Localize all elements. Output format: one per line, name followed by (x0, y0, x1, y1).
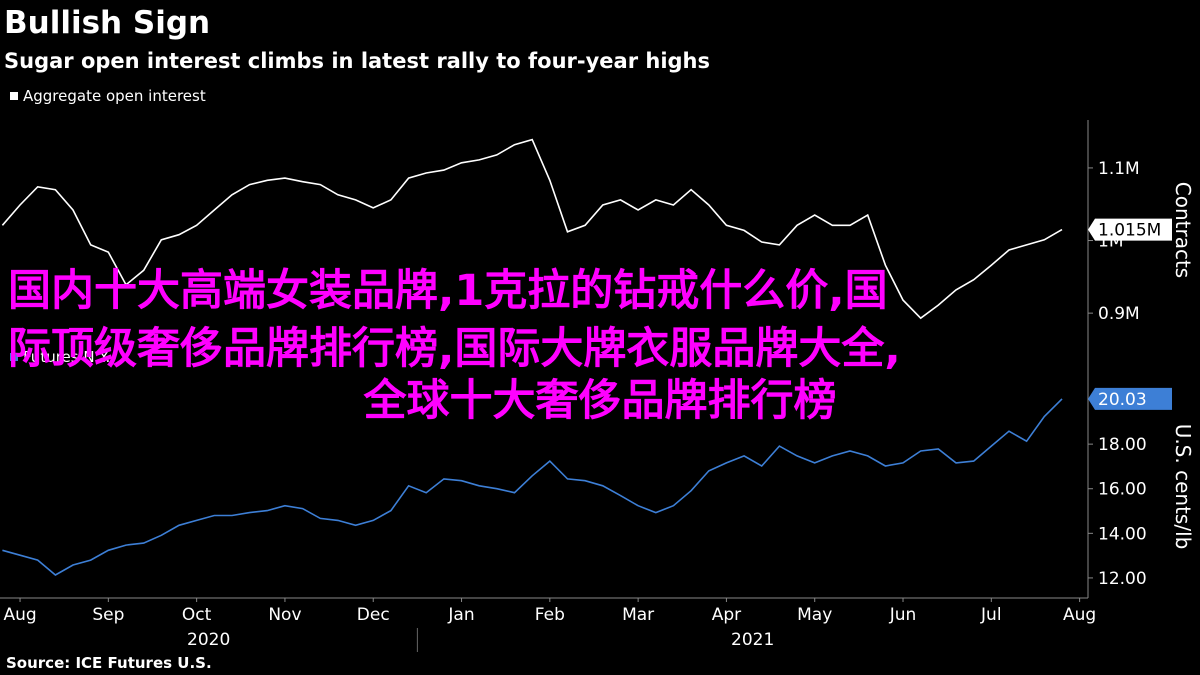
x-tick-label: Aug (3, 605, 36, 625)
x-tick-label: Nov (268, 605, 301, 625)
x-tick-label: Oct (182, 605, 212, 625)
x-tick-label: Jun (889, 605, 917, 625)
value-tag-label: 20.03 (1098, 390, 1147, 410)
y-axis-label: U.S. cents/lb (1171, 424, 1195, 550)
overlay-line: 际顶级奢侈品牌排行榜,国际大牌衣服品牌大全, (8, 324, 901, 374)
series-line (2, 398, 1063, 576)
subtitle: Sugar open interest climbs in latest ral… (4, 49, 710, 73)
legend-swatch (10, 92, 18, 100)
x-tick-label: Mar (622, 605, 654, 625)
x-tick-label: Jan (447, 605, 474, 625)
x-tick-label: Dec (357, 605, 390, 625)
year-label: 2020 (187, 630, 230, 650)
y-tick-label: 16.00 (1098, 480, 1147, 500)
legend-label: Futures N.Y. (23, 348, 110, 366)
title: Bullish Sign (4, 5, 210, 41)
legend-label: Aggregate open interest (23, 87, 206, 105)
y-tick-label: 1.1M (1098, 159, 1140, 179)
legend-swatch (10, 353, 18, 361)
year-label: 2021 (731, 630, 774, 650)
x-tick-label: Aug (1063, 605, 1096, 625)
overlay-line: 国内十大高端女装品牌,1克拉的钻戒什么价,国 (8, 266, 888, 316)
series-line (1, 138, 1063, 320)
y-tick-label: 14.00 (1098, 524, 1147, 544)
overlay-line: 全球十大奢侈品牌排行榜 (363, 376, 837, 426)
value-tag (1088, 218, 1172, 241)
x-tick-label: May (797, 605, 832, 625)
x-tick-label: Feb (535, 605, 565, 625)
y-axis-label: Contracts (1171, 182, 1195, 278)
y-tick-label: 12.00 (1098, 569, 1147, 589)
y-tick-label: 18.00 (1098, 435, 1147, 455)
source: Source: ICE Futures U.S. (6, 654, 212, 672)
value-tag (1088, 387, 1172, 410)
y-tick-label: 0.9M (1098, 304, 1140, 324)
x-tick-label: Sep (92, 605, 124, 625)
value-tag-label: 1.015M (1098, 221, 1161, 241)
x-tick-label: Jul (980, 605, 1002, 625)
x-tick-label: Apr (712, 605, 741, 625)
